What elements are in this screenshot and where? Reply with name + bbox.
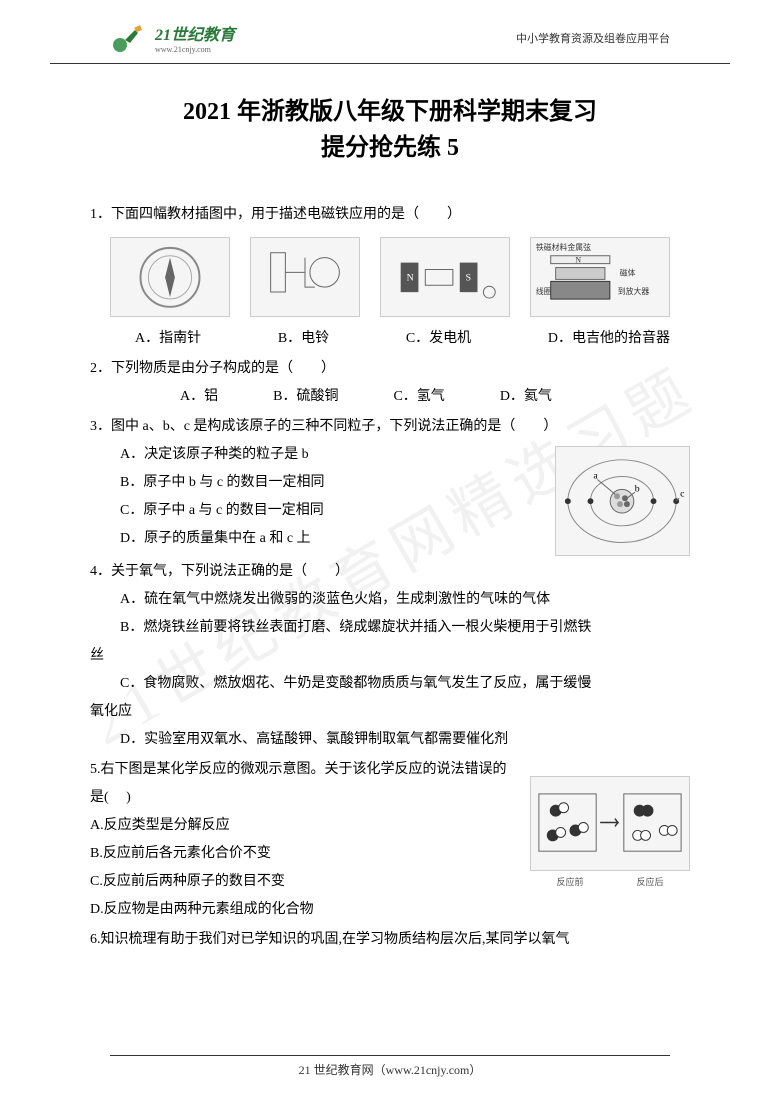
q4-opt-c: C．食物腐败、燃放烟花、牛奶是变酸都物质质与氧气发生了反应，属于缓慢	[120, 670, 690, 698]
q1-opt-d: D．电吉他的拾音器	[548, 325, 670, 353]
page-header: 21世纪教育 www.21cnjy.com 中小学教育资源及组卷应用平台	[50, 0, 730, 64]
title-line-2: 提分抢先练 5	[90, 130, 690, 166]
q1-options: A．指南针 B．电铃 C．发电机 D．电吉他的拾音器	[90, 325, 690, 353]
q1-opt-b: B．电铃	[278, 325, 329, 353]
q3-atom-diagram: a b c	[555, 446, 690, 556]
q1-opt-a: A．指南针	[135, 325, 201, 353]
q1-img-pickup: 铁磁材料金属弦 N 磁体 线圈 到放大器	[530, 237, 670, 317]
svg-text:S: S	[466, 272, 471, 283]
q5-reaction-diagram	[530, 776, 690, 871]
q2-opt-b: B．硫酸铜	[273, 383, 338, 411]
svg-text:线圈: 线圈	[536, 286, 552, 296]
q5-img-labels: 反应前 反应后	[530, 873, 690, 891]
svg-text:铁磁材料金属弦: 铁磁材料金属弦	[536, 241, 591, 251]
q4-options: A．硫在氧气中燃烧发出微弱的淡蓝色火焰，生成刺激性的气味的气体 B．燃烧铁丝前要…	[90, 586, 690, 754]
q3-opt-d: D．原子的质量集中在 a 和 c 上	[120, 525, 535, 553]
question-6: 6.知识梳理有助于我们对已学知识的巩固,在学习物质结构层次后,某同学以氧气	[90, 926, 690, 954]
svg-text:到放大器: 到放大器	[618, 286, 650, 296]
page-footer: 21 世纪教育网（www.21cnjy.com）	[110, 1055, 670, 1078]
q4-opt-c-cont: 氧化应	[90, 698, 690, 726]
title-line-1: 2021 年浙教版八年级下册科学期末复习	[90, 94, 690, 130]
q5-diagram-wrapper: 反应前 反应后	[530, 756, 690, 891]
q3-opt-b: B．原子中 b 与 c 的数目一定相同	[120, 469, 535, 497]
q1-opt-c: C．发电机	[406, 325, 471, 353]
q2-opt-c: C．氢气	[393, 383, 444, 411]
main-content: 2021 年浙教版八年级下册科学期末复习 提分抢先练 5 1．下面四幅教材插图中…	[0, 64, 780, 976]
q1-img-bell	[250, 237, 360, 317]
logo-icon	[110, 20, 150, 55]
svg-text:c: c	[680, 488, 685, 499]
svg-text:N: N	[575, 255, 581, 264]
q2-opt-a: A．铝	[180, 383, 218, 411]
q5-label-after: 反应后	[636, 873, 663, 891]
logo-main-text: 21世纪教育	[155, 21, 235, 45]
header-platform-text: 中小学教育资源及组卷应用平台	[516, 30, 670, 46]
q1-text: 1．下面四幅教材插图中，用于描述电磁铁应用的是（ ）	[90, 201, 690, 229]
question-4: 4．关于氧气，下列说法正确的是（ ） A．硫在氧气中燃烧发出微弱的淡蓝色火焰，生…	[90, 558, 690, 754]
q1-img-compass	[110, 237, 230, 317]
q5-opt-c: C.反应前后两种原子的数目不变	[90, 868, 515, 896]
logo-sub-text: www.21cnjy.com	[155, 45, 235, 54]
q5-opt-a: A.反应类型是分解反应	[90, 812, 515, 840]
q3-text: 3．图中 a、b、c 是构成该原子的三种不同粒子，下列说法正确的是（ ）	[90, 413, 690, 441]
question-1: 1．下面四幅教材插图中，用于描述电磁铁应用的是（ ） NS 铁磁材料金属弦 N …	[90, 201, 690, 353]
q1-img-generator: NS	[380, 237, 510, 317]
q3-opt-c: C．原子中 a 与 c 的数目一定相同	[120, 497, 535, 525]
svg-text:N: N	[407, 272, 414, 283]
q6-text: 6.知识梳理有助于我们对已学知识的巩固,在学习物质结构层次后,某同学以氧气	[90, 926, 690, 954]
q4-text: 4．关于氧气，下列说法正确的是（ ）	[90, 558, 690, 586]
document-title: 2021 年浙教版八年级下册科学期末复习 提分抢先练 5	[90, 94, 690, 166]
q1-images: NS 铁磁材料金属弦 N 磁体 线圈 到放大器	[90, 229, 690, 325]
q5-text: 5.右下图是某化学反应的微观示意图。关于该化学反应的说法错误的是( )	[90, 756, 515, 812]
question-3: 3．图中 a、b、c 是构成该原子的三种不同粒子，下列说法正确的是（ ） A．决…	[90, 413, 690, 556]
q5-opt-b: B.反应前后各元素化合价不变	[90, 840, 515, 868]
q5-opt-d: D.反应物是由两种元素组成的化合物	[90, 896, 515, 924]
q4-opt-b: B．燃烧铁丝前要将铁丝表面打磨、绕成螺旋状并插入一根火柴梗用于引燃铁	[120, 614, 690, 642]
q4-opt-d: D．实验室用双氧水、高锰酸钾、氯酸钾制取氧气都需要催化剂	[120, 726, 690, 754]
q5-label-before: 反应前	[556, 873, 583, 891]
logo: 21世纪教育 www.21cnjy.com	[110, 20, 235, 55]
q3-opt-a: A．决定该原子种类的粒子是 b	[120, 441, 535, 469]
svg-text:b: b	[635, 483, 640, 494]
q2-options: A．铝 B．硫酸铜 C．氢气 D．氦气	[90, 383, 690, 411]
svg-text:磁体: 磁体	[620, 267, 636, 277]
q2-opt-d: D．氦气	[500, 383, 552, 411]
q2-text: 2．下列物质是由分子构成的是（ ）	[90, 355, 690, 383]
question-5: 5.右下图是某化学反应的微观示意图。关于该化学反应的说法错误的是( ) A.反应…	[90, 756, 690, 924]
question-2: 2．下列物质是由分子构成的是（ ） A．铝 B．硫酸铜 C．氢气 D．氦气	[90, 355, 690, 411]
q4-opt-a: A．硫在氧气中燃烧发出微弱的淡蓝色火焰，生成刺激性的气味的气体	[120, 586, 690, 614]
q5-left: 5.右下图是某化学反应的微观示意图。关于该化学反应的说法错误的是( ) A.反应…	[90, 756, 515, 924]
q4-opt-b-cont: 丝	[90, 642, 690, 670]
q3-options: A．决定该原子种类的粒子是 b B．原子中 b 与 c 的数目一定相同 C．原子…	[90, 441, 535, 556]
